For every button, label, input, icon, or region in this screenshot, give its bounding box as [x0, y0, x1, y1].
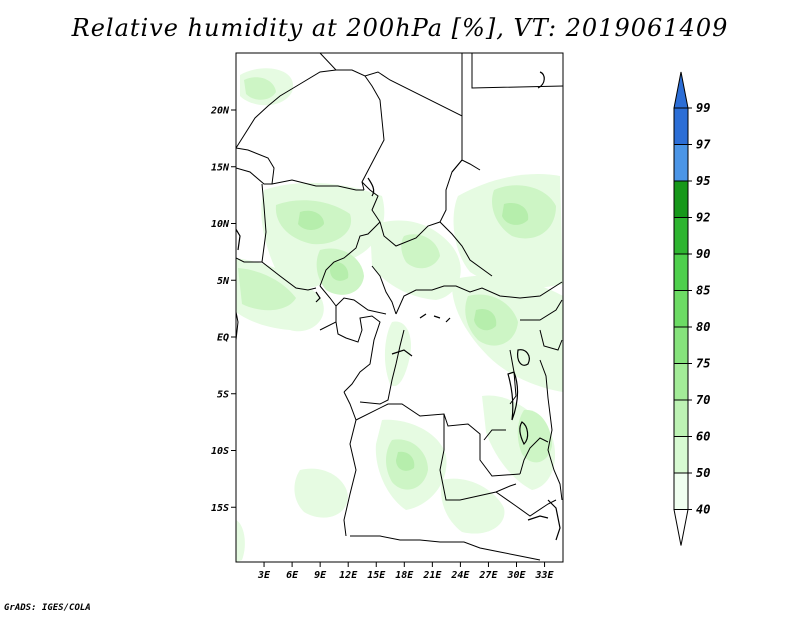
lon-tick-label: 12E: [339, 570, 358, 581]
lon-tick-label: 9E: [314, 570, 327, 581]
lon-tick-label: 33E: [535, 570, 555, 581]
colorbar-segment: [673, 107, 689, 145]
longitude-axis: 3E 6E 9E 12E 15E 18E 21E 24E 27E 30E 33E: [257, 562, 555, 581]
latitude-axis: 20N 15N 10N 5N EQ 5S 10S 15S: [210, 106, 236, 514]
colorbar-segment: [673, 363, 689, 401]
lon-tick-label: 27E: [478, 570, 498, 581]
lakes-and-coasts: [236, 71, 561, 541]
colorbar-label: 97: [696, 138, 711, 152]
lat-tick-label: 5N: [217, 276, 230, 287]
colorbar-segment: [673, 217, 689, 255]
lon-tick-label: 30E: [506, 570, 526, 581]
colorbar-label: 92: [696, 211, 710, 225]
colorbar-above-triangle: [673, 71, 689, 109]
colorbar-label: 75: [696, 357, 710, 371]
map-frame: [235, 52, 564, 563]
colorbar-segment: [673, 290, 689, 328]
colorbar-segment: [673, 144, 689, 182]
colorbar-label: 85: [696, 284, 710, 298]
lat-tick-label: 10N: [211, 219, 230, 230]
colorbar-segment: [673, 436, 689, 474]
lon-tick-label: 21E: [422, 570, 442, 581]
lat-tick-label: 15N: [211, 162, 230, 173]
colorbar-segment: [673, 472, 689, 510]
colorbar-label: 70: [696, 393, 710, 407]
lon-tick-label: 15E: [367, 570, 386, 581]
colorbar-label: 95: [696, 174, 710, 188]
humidity-shading-60: [298, 202, 529, 471]
colorbar: 40 50 60 70 75 80 85 90 92 95 97 99: [673, 71, 711, 546]
chart-title: Relative humidity at 200hPa [%], VT: 201…: [71, 14, 729, 42]
colorbar-segment: [673, 399, 689, 437]
colorbar-label: 60: [696, 430, 710, 444]
colorbar-label: 99: [696, 101, 710, 115]
colorbar-segment: [673, 326, 689, 364]
grads-credit: GrADS: IGES/COLA: [4, 603, 91, 613]
colorbar-label: 50: [696, 466, 710, 480]
lon-tick-label: 3E: [257, 570, 271, 581]
lon-tick-label: 18E: [395, 570, 414, 581]
colorbar-below-triangle: [673, 509, 689, 546]
lon-tick-label: 6E: [286, 570, 299, 581]
lat-tick-label: 5S: [217, 389, 229, 400]
humidity-field: [236, 68, 563, 562]
colorbar-label: 80: [696, 320, 710, 334]
colorbar-label: 90: [696, 247, 710, 261]
lat-tick-label: 10S: [211, 446, 229, 457]
colorbar-segment: [673, 180, 689, 218]
lat-tick-label: EQ: [217, 333, 229, 344]
lat-tick-label: 20N: [210, 106, 230, 117]
country-borders: [236, 53, 563, 561]
colorbar-label: 40: [696, 503, 710, 517]
colorbar-segment: [673, 253, 689, 291]
lat-tick-label: 15S: [211, 503, 229, 514]
lon-tick-label: 24E: [450, 570, 470, 581]
